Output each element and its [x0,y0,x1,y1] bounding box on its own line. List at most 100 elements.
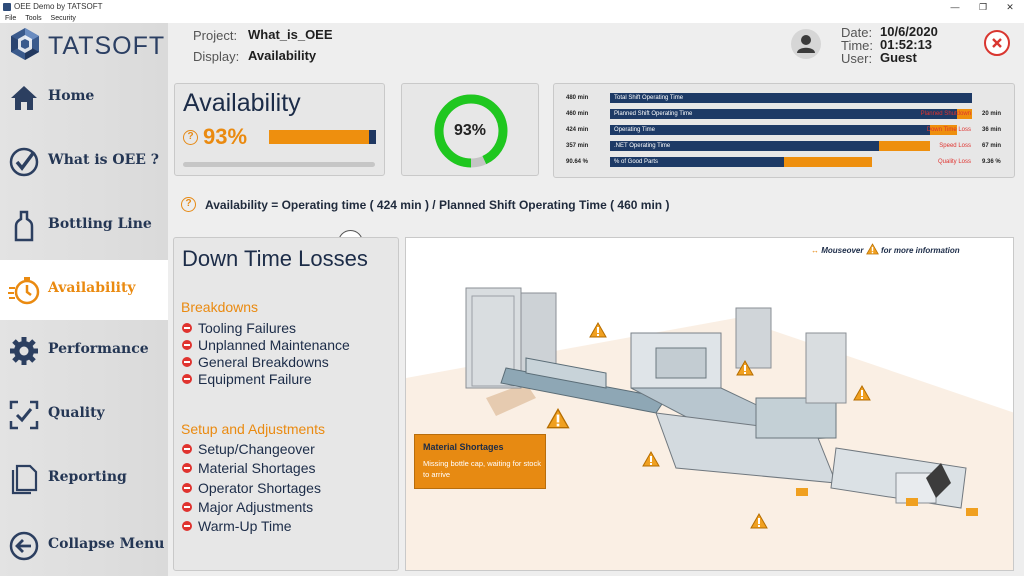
menu-security[interactable]: Security [50,15,76,22]
arrow-left-icon [9,531,39,561]
brand-logo: TATSOFT [8,27,178,63]
formula-help-icon[interactable]: ? [181,197,196,212]
time-value: 01:52:13 [880,37,933,52]
maximize-button[interactable]: ❐ [978,2,988,12]
home-icon [11,86,37,110]
user-avatar[interactable] [791,29,821,59]
user-icon [797,35,815,53]
metric-row-operating: 424 min Operating Time Down Time Loss 36… [554,123,1024,139]
checkmark-icon [9,147,39,177]
availability-title: Availability [183,89,301,117]
nav-performance[interactable]: Performance [0,321,168,381]
nav-label: Performance [48,341,149,357]
metric-loss-value: 20 min [982,111,1002,117]
stopwatch-icon [8,277,40,305]
availability-bar-fill [269,130,369,144]
warning-icon[interactable] [546,408,570,429]
robot-arm [926,463,951,498]
minus-icon [182,357,192,367]
availability-slider[interactable] [183,162,375,255]
metric-value: 480 min [566,95,589,101]
metric-loss-label: Down Time Loss [926,127,971,133]
display-label: Display: [193,49,240,64]
metric-value: 424 min [566,127,589,133]
documents-icon [11,464,38,495]
warning-icon[interactable] [853,385,871,401]
gauge-value: 93% [453,122,487,139]
loss-item[interactable]: Unplanned Maintenance [182,337,350,353]
minus-icon [182,502,192,512]
material-shortages-tooltip: Material Shortages Missing bottle cap, w… [414,434,546,489]
tooltip-body: Missing bottle cap, waiting for stock to… [423,459,541,479]
menu-file[interactable]: File [5,15,17,22]
downtime-panel: Down Time Losses Breakdowns Tooling Fail… [173,237,399,571]
warning-icon[interactable] [642,451,660,467]
metric-value: 90.64 % [566,159,589,165]
minus-icon [182,521,192,531]
filler-machine [655,347,707,379]
minus-icon [182,340,192,350]
cart-2 [966,508,978,516]
nav-label: Reporting [48,469,127,485]
metric-loss-label: Quality Loss [937,159,971,165]
warning-icon[interactable] [750,513,768,529]
nav-quality[interactable]: Quality [0,385,168,445]
nav-reporting[interactable]: Reporting [0,449,168,509]
hint-marker-icon: ↔ [811,246,819,255]
factory-illustration [406,287,1013,570]
nav-label: Quality [48,405,105,421]
loss-item[interactable]: Material Shortages [182,460,316,476]
downtime-title: Down Time Losses [182,246,368,271]
metric-row-total: 480 min Total Shift Operating Time [554,91,1024,107]
help-icon[interactable]: ? [183,130,198,145]
metric-label: Planned Shift Operating Time [614,111,693,117]
availability-card: Availability ? 93% [174,83,385,255]
minimize-button[interactable]: — [950,2,960,12]
tower-frame [805,332,847,404]
labeler-machine [755,397,837,439]
loss-item[interactable]: General Breakdowns [182,354,329,370]
nav-label: Home [48,88,95,104]
metric-loss-value: 36 min [982,127,1002,133]
nav-what-is-oee[interactable]: What is OEE ? [0,132,168,192]
close-app-button[interactable] [984,30,1010,56]
warning-icon[interactable] [736,360,754,376]
minus-icon [182,483,192,493]
metric-loss-label: Speed Loss [939,143,971,149]
metric-loss-bar [929,125,957,135]
mouseover-hint: ↔ Mouseover for more information [811,243,960,255]
floor-shadow [486,383,536,416]
machine-casing-1 [525,357,607,389]
close-icon [992,38,1002,48]
menu-tools[interactable]: Tools [25,15,42,22]
section-setup-adjustments: Setup and Adjustments [181,421,325,437]
metric-label: % of Good Parts [614,159,659,165]
loss-item[interactable]: Operator Shortages [182,480,321,496]
metric-row-net: 357 min .NET Operating Time Speed Loss 6… [554,139,1024,155]
metric-label: .NET Operating Time [614,143,671,149]
nav-availability[interactable]: Availability [0,260,168,320]
window-close-button[interactable]: ✕ [1006,2,1014,12]
project-label: Project: [193,28,238,43]
warning-icon[interactable] [589,322,607,338]
nav-label: Bottling Line [48,216,152,232]
cart-1 [906,498,918,506]
nav-home[interactable]: Home [0,68,168,128]
loss-item[interactable]: Tooling Failures [182,320,296,336]
loss-item[interactable]: Major Adjustments [182,499,313,515]
metric-value: 460 min [566,111,589,117]
loss-item[interactable]: Equipment Failure [182,371,312,387]
metric-loss-bar [783,157,873,167]
tower-frame-2 [735,307,772,369]
availability-gauge [434,94,508,168]
metric-loss-bar [879,141,930,151]
nav-bottling-line[interactable]: Bottling Line [0,196,168,256]
loss-item[interactable]: Setup/Changeover [182,441,315,457]
user-label: User: [841,51,873,66]
bottle-icon [14,210,34,242]
metric-bar [610,93,972,103]
loss-item[interactable]: Warm-Up Time [182,518,292,534]
tooltip-title: Material Shortages [423,442,504,452]
metric-bar [610,141,880,151]
nav-collapse-menu[interactable]: Collapse Menu [0,516,168,576]
